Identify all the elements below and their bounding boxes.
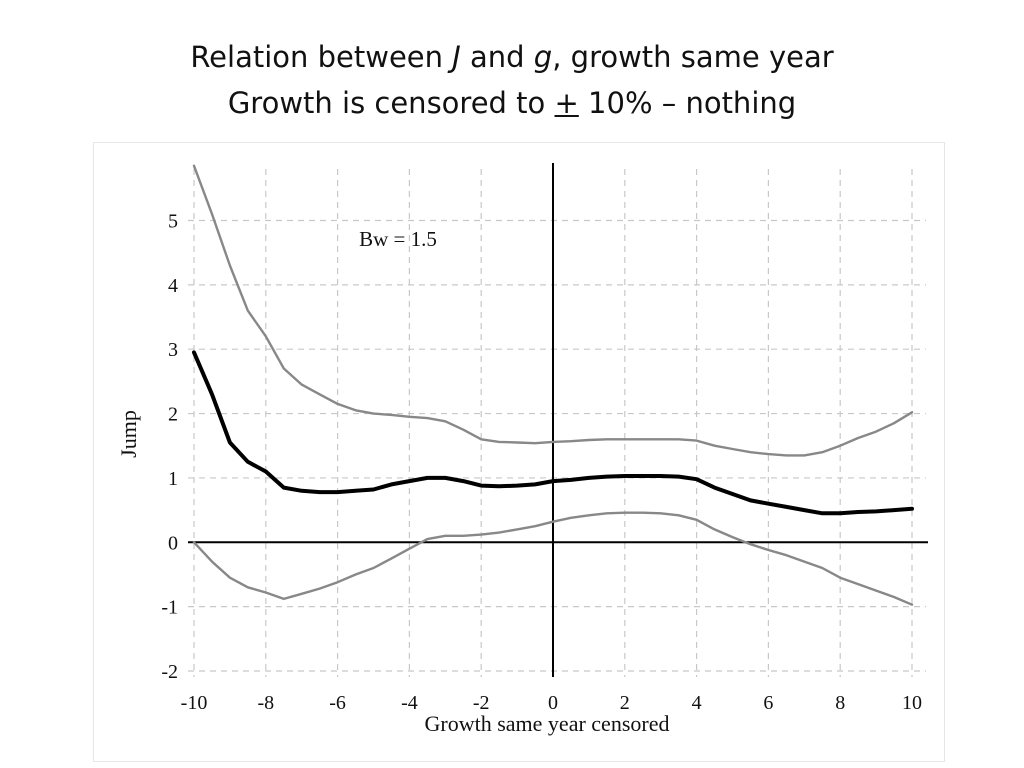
x-tick-label: -6 (329, 692, 346, 714)
x-tick-label: -4 (401, 692, 418, 714)
upper-band-line (192, 164, 914, 457)
y-tick-label: 1 (168, 468, 178, 490)
x-tick-label: 8 (835, 692, 845, 714)
title-line-1: Relation between J and g, growth same ye… (0, 34, 1024, 80)
series-layer (192, 164, 914, 606)
y-tick-label: -1 (161, 597, 178, 619)
title-line1-part2: and (460, 40, 534, 74)
grid-layer (188, 169, 926, 677)
y-tick-label: 4 (168, 275, 178, 297)
estimate-line (192, 350, 914, 516)
x-tick-label: 6 (763, 692, 773, 714)
y-tick-label: 0 (168, 532, 178, 554)
title-line1-part1: Relation between (190, 40, 453, 74)
title-var-j: J (452, 40, 461, 74)
title-plusminus: + (554, 86, 579, 120)
y-tick-label: 5 (168, 210, 178, 232)
x-axis-title: Growth same year censored (425, 711, 670, 736)
y-tick-label: -2 (161, 661, 178, 683)
title-var-g: g (533, 40, 553, 74)
x-tick-label: 0 (548, 692, 558, 714)
y-axis-title: Jump (116, 410, 141, 458)
x-tick-label: -8 (257, 692, 274, 714)
title-line1-part3: , growth same year (552, 40, 834, 74)
title-line-2: Growth is censored to + 10% – nothing (0, 80, 1024, 126)
x-tick-label: 2 (620, 692, 630, 714)
title-line2-part2: 10% – nothing (578, 86, 797, 120)
lower-band-line (192, 511, 914, 606)
x-tick-label: 4 (692, 692, 702, 714)
x-tick-label: 10 (902, 692, 922, 714)
y-tick-label: 3 (168, 339, 178, 361)
bandwidth-annotation: Bw = 1.5 (359, 227, 437, 251)
y-tick-label: 2 (168, 404, 178, 426)
x-tick-label: -2 (473, 692, 490, 714)
slide-title: Relation between J and g, growth same ye… (0, 34, 1024, 126)
x-tick-label: -10 (181, 692, 208, 714)
chart-frame: -10 -8 -6 -4 -2 0 2 4 6 8 10 -2 -1 0 1 2 3 4 5 Bw = 1.5 Gr… (93, 142, 945, 762)
title-line2-part1: Growth is censored to (227, 86, 555, 120)
reference-lines (188, 163, 928, 677)
